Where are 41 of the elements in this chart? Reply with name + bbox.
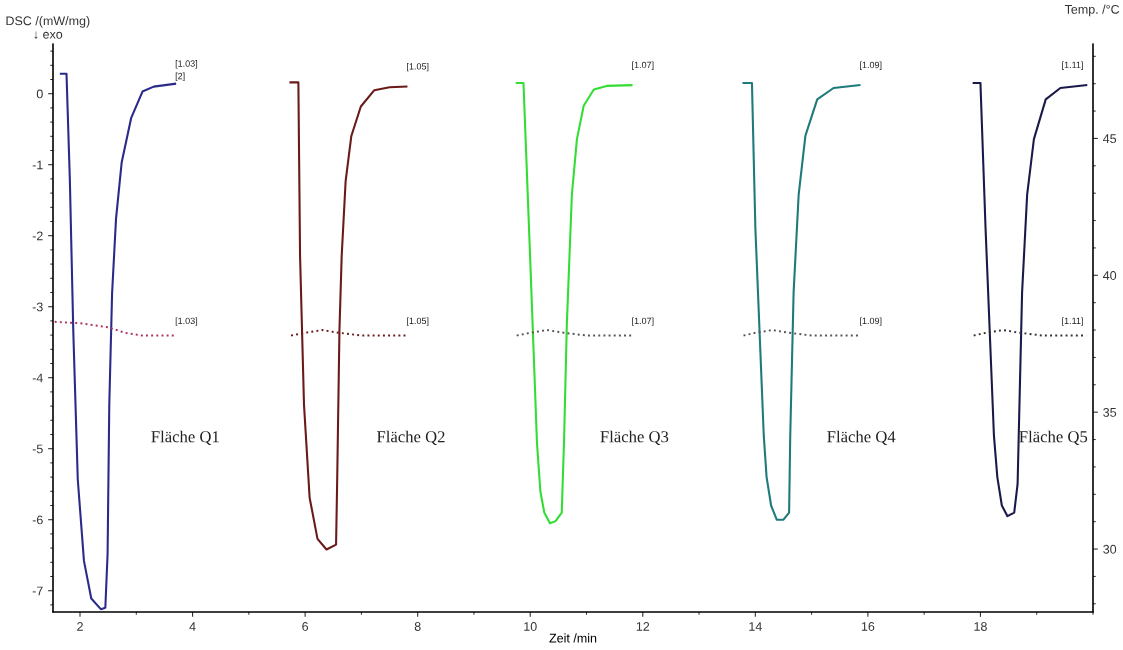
annotation: Fläche Q3 [600,430,669,445]
y-tick-label: 0 [36,89,43,99]
y-tick-label: -6 [32,515,43,525]
x-tick-label: 14 [749,622,762,631]
annotation: [1.11] [1062,61,1083,70]
line-series [972,82,1088,518]
y2-tick-label: 45 [1103,134,1117,144]
y-axis-title: DSC /(mW/mg) ↓ exo [6,16,90,39]
y-tick-label: -3 [32,302,43,312]
annotation: [1.07] [632,317,654,326]
annotation: [1.03] [175,317,198,326]
annotation: Fläche Q1 [151,430,219,445]
y-tick-label: -4 [32,373,43,383]
y-tick-label: -1 [32,160,43,170]
annotation: [1.03] [175,60,198,69]
annotation: [1.09] [860,61,882,70]
y-tick-label: -5 [32,444,43,454]
x-axis-title: Zeit /min [549,633,597,643]
annotation: [1.07] [632,61,654,70]
y2-tick-label: 30 [1103,544,1117,554]
y2-axis-title: Temp. /°C [1064,4,1120,17]
x-tick-label: 16 [861,622,875,631]
annotation: [1.05] [407,62,429,72]
x-tick-label: 12 [636,622,650,631]
annotation: [1.09] [860,317,882,326]
x-tick-label: 10 [524,622,537,631]
x-tick-label: 6 [302,622,309,631]
y-tick-label: -7 [32,586,43,596]
annotation: [1.05] [407,317,429,326]
x-tick-label: 4 [189,622,196,631]
x-tick-label: 2 [77,622,83,631]
annotation: [1.11] [1062,317,1083,326]
y2-tick-label: 40 [1103,271,1117,280]
x-tick-label: 18 [974,622,987,631]
line-series [53,320,177,337]
annotation: Fläche Q4 [827,430,896,445]
y2-tick-label: 35 [1103,407,1117,417]
y-tick-label: -2 [32,231,43,241]
annotation: [2] [175,72,185,82]
x-tick-label: 8 [414,622,421,631]
annotation: Fläche Q2 [376,430,445,445]
